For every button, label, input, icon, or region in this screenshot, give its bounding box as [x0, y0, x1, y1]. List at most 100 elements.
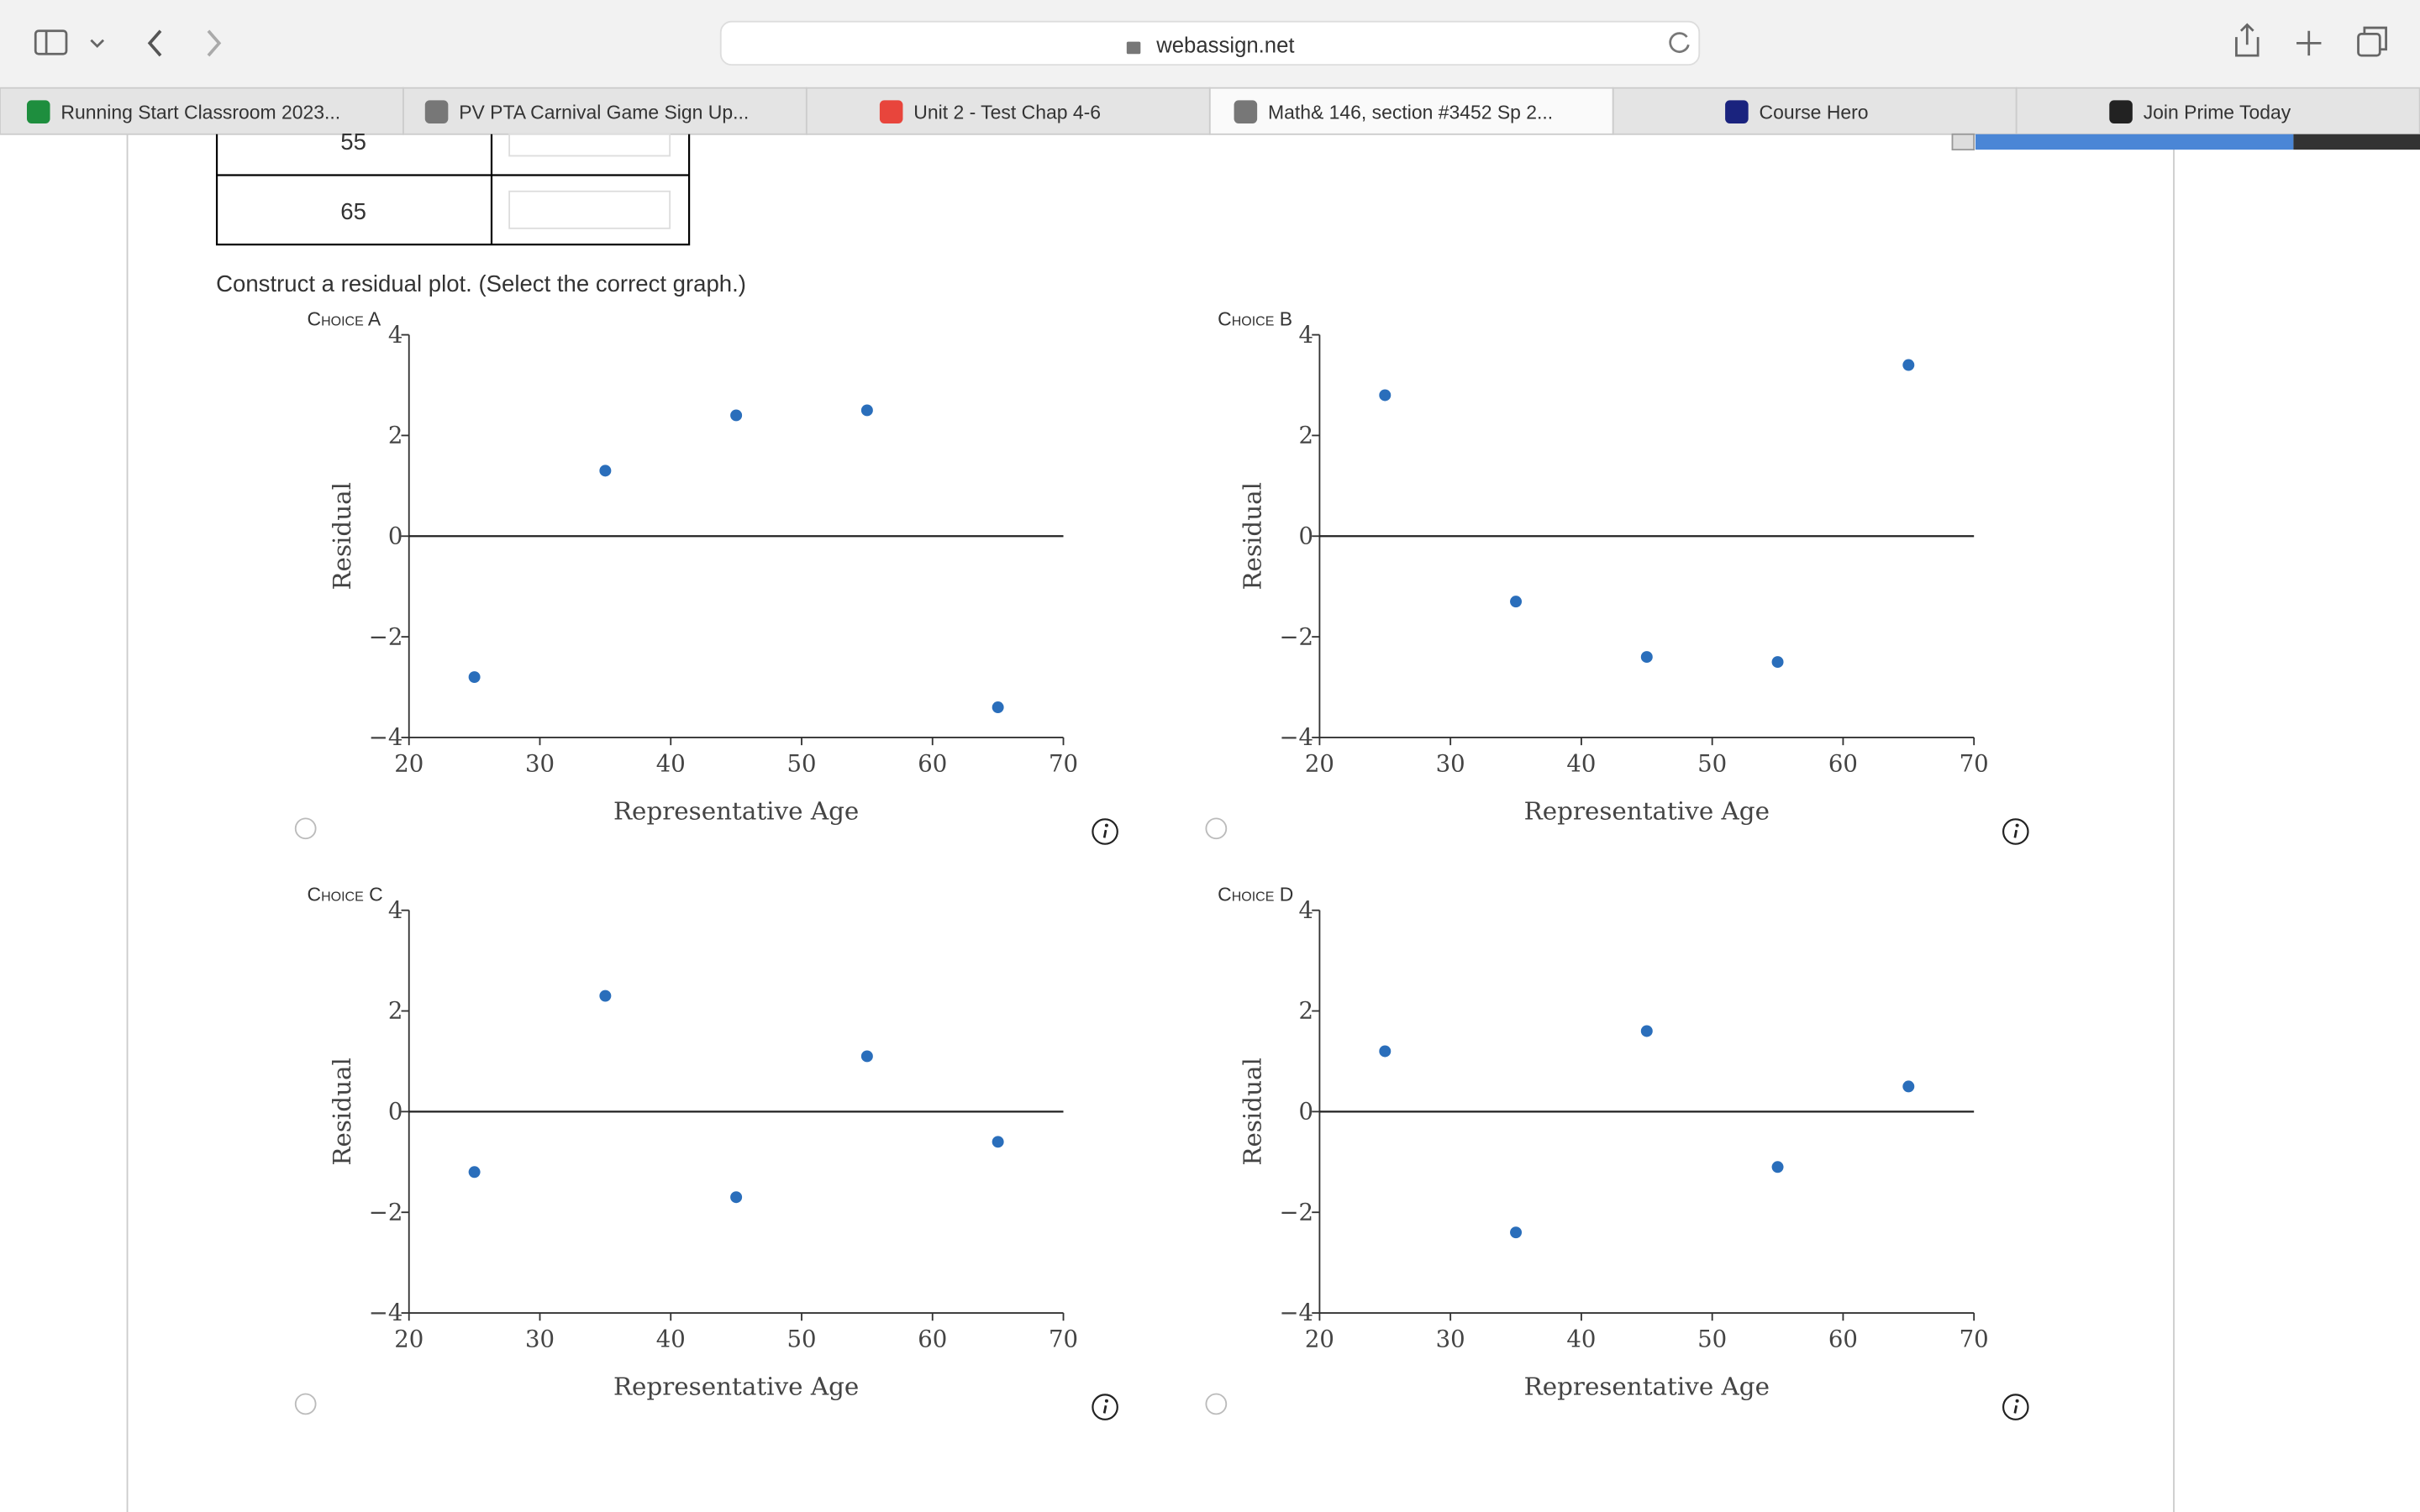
y-tick-label: 0 — [1299, 1099, 1314, 1126]
choice: Choice C −4 −2 0 2 4 20 30 40 50 60 70 Representativ… — [294, 884, 1118, 1420]
data-point — [468, 1166, 481, 1179]
dropdown[interactable] — [1951, 133, 1975, 151]
share-button[interactable] — [2235, 23, 2260, 57]
prompt: Construct a residual plot. (Select the c… — [216, 270, 746, 297]
data-point — [1902, 1080, 1915, 1093]
data-point — [599, 465, 612, 477]
tab-favicon — [2109, 100, 2133, 123]
y-axis-label: Residual — [328, 1058, 356, 1166]
data-point — [599, 990, 612, 1002]
info-icon-ring — [2002, 1394, 2029, 1420]
address-bar[interactable] — [719, 20, 1701, 66]
info-icon-stem — [1102, 829, 1107, 838]
y-tick-label: −2 — [1279, 1199, 1313, 1226]
x-tick-label: 20 — [394, 750, 424, 777]
radio-button[interactable] — [294, 817, 317, 840]
table-cell: 65 — [340, 198, 366, 224]
y-tick-label: 2 — [388, 423, 403, 449]
choice-label: Choice B — [1218, 308, 1292, 330]
data-point — [1379, 389, 1392, 402]
progress-bar — [1975, 134, 2294, 150]
tab-menu[interactable] — [90, 39, 105, 49]
info-icon[interactable] — [1092, 818, 1118, 845]
data-point — [1510, 1226, 1523, 1239]
tab-title: Unit 2 - Test Chap 4-6 — [913, 101, 1101, 123]
data-point — [730, 409, 743, 422]
radio-button[interactable] — [294, 1393, 317, 1415]
x-axis-label: Representative Age — [1524, 796, 1770, 825]
y-tick-label: −4 — [1279, 724, 1313, 751]
choice-label: Choice A — [308, 308, 381, 330]
x-axis-label: Representative Age — [613, 1372, 859, 1400]
y-axis-label: Residual — [1239, 482, 1267, 591]
data-point — [1902, 359, 1915, 371]
y-tick-label: −4 — [1279, 1299, 1313, 1326]
y-tick-label: −2 — [1279, 623, 1313, 650]
info-icon-ring — [1092, 1394, 1118, 1420]
y-tick-label: 2 — [1299, 998, 1314, 1025]
tab-title: PV PTA Carnival Game Sign Up... — [459, 101, 749, 123]
answer-input[interactable] — [508, 133, 671, 157]
tab-favicon — [424, 100, 449, 123]
info-icon-dot — [2015, 823, 2019, 827]
table-cell: 55 — [340, 129, 366, 155]
info-icon[interactable] — [1092, 1394, 1118, 1420]
x-axis-label: Representative Age — [1524, 1372, 1770, 1400]
y-axis-label: Residual — [328, 482, 356, 591]
forward-button[interactable] — [207, 29, 222, 57]
x-tick-label: 60 — [918, 1326, 947, 1352]
data-point — [1510, 596, 1523, 608]
radio-button[interactable] — [1205, 817, 1228, 840]
data-point — [468, 671, 481, 684]
x-tick-label: 20 — [394, 1326, 424, 1352]
x-tick-label: 50 — [786, 1326, 816, 1352]
data-point — [1379, 1045, 1392, 1058]
tab-overview-button[interactable] — [2357, 26, 2387, 57]
x-tick-label: 70 — [1960, 1326, 1989, 1352]
choice: Choice B −4 −2 0 2 4 20 30 40 50 60 70 Representativ… — [1205, 308, 2029, 845]
tab[interactable] — [402, 87, 808, 135]
data-point — [1771, 656, 1784, 669]
progress-bar-rest — [2293, 134, 2420, 150]
x-tick-label: 30 — [525, 1326, 555, 1352]
tab-favicon — [26, 100, 50, 123]
new-tab-button[interactable] — [2296, 30, 2322, 56]
info-icon-stem — [2013, 1404, 2018, 1414]
data-point — [860, 1050, 873, 1063]
choice: Choice A −4 −2 0 2 4 20 30 40 50 60 70 Representativ… — [294, 308, 1118, 845]
tab-favicon — [1234, 100, 1258, 123]
y-tick-label: 4 — [388, 897, 403, 924]
x-tick-label: 30 — [525, 750, 555, 777]
radio-button[interactable] — [1205, 1393, 1228, 1415]
choice-label: Choice C — [308, 884, 383, 906]
x-tick-label: 40 — [1566, 1326, 1596, 1352]
x-tick-label: 20 — [1305, 750, 1334, 777]
data-point — [860, 404, 873, 417]
y-tick-label: 0 — [388, 1099, 403, 1126]
answer-input[interactable] — [508, 190, 671, 229]
lock-icon — [1126, 41, 1141, 55]
y-tick-label: 0 — [388, 522, 403, 549]
reload-button[interactable] — [1669, 32, 1690, 53]
sidebar-button[interactable] — [34, 29, 68, 55]
info-icon[interactable] — [2002, 1394, 2029, 1420]
tab[interactable] — [1612, 87, 2018, 135]
x-tick-label: 50 — [1697, 1326, 1727, 1352]
x-tick-label: 50 — [1697, 750, 1727, 777]
info-icon[interactable] — [2002, 818, 2029, 845]
y-tick-label: 4 — [1299, 897, 1314, 924]
y-tick-label: −4 — [369, 1299, 403, 1326]
info-icon-stem — [1102, 1404, 1107, 1414]
tab[interactable] — [805, 87, 1211, 135]
tab[interactable] — [1208, 87, 1614, 135]
back-button[interactable] — [147, 29, 162, 57]
tab-title: Running Start Classroom 2023... — [60, 101, 340, 123]
choice-label: Choice D — [1218, 884, 1293, 906]
x-tick-label: 60 — [1828, 750, 1858, 777]
data-point — [730, 1191, 743, 1204]
y-tick-label: −4 — [369, 724, 403, 751]
tab-title: Join Prime Today — [2144, 101, 2291, 123]
